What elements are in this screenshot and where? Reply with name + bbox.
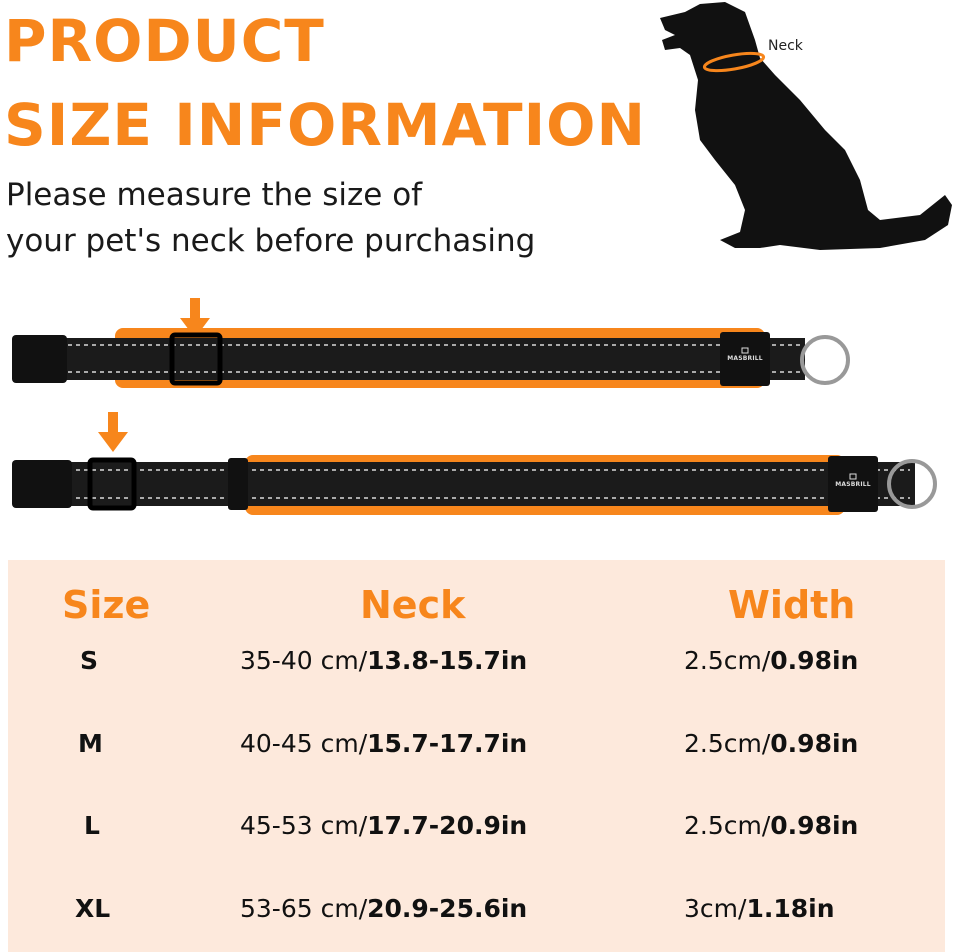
header-size: Size (62, 583, 151, 627)
row-size: L (84, 811, 100, 840)
row-neck: 35-40 cm/13.8-15.7in (240, 646, 527, 675)
row-neck: 45-53 cm/17.7-20.9in (240, 811, 527, 840)
neck-in: 17.7-20.9in (367, 811, 528, 840)
row-width: 2.5cm/0.98in (684, 729, 858, 758)
neck-cm: 45-53 cm/ (240, 811, 368, 840)
row-width: 2.5cm/0.98in (684, 811, 858, 840)
title-line-1: PRODUCT (4, 7, 325, 75)
collar-short (12, 328, 850, 388)
collar-long (12, 455, 937, 515)
brand-logo-long-collar: MASBRILL (835, 481, 871, 488)
width-cm: 2.5cm/ (684, 811, 771, 840)
arrow-icon (98, 412, 128, 452)
width-cm: 2.5cm/ (684, 646, 771, 675)
row-width: 3cm/1.18in (684, 894, 835, 923)
header-neck: Neck (360, 583, 466, 627)
header-width: Width (728, 583, 856, 627)
neck-cm: 35-40 cm/ (240, 646, 368, 675)
row-size: XL (75, 894, 111, 923)
width-cm: 3cm/ (684, 894, 747, 923)
neck-cm: 53-65 cm/ (240, 894, 368, 923)
row-size: M (78, 729, 103, 758)
subtitle-line-1: Please measure the size of (6, 177, 423, 213)
width-in: 0.98in (770, 811, 859, 840)
collar-images (12, 298, 937, 515)
neck-in: 20.9-25.6in (367, 894, 528, 923)
size-table (8, 560, 945, 952)
brand-logo-short-collar: MASBRILL (727, 355, 763, 362)
dog-silhouette-icon (660, 2, 952, 250)
title-line-2: SIZE INFORMATION (4, 91, 647, 159)
neck-label: Neck (768, 38, 803, 54)
width-in: 0.98in (770, 729, 859, 758)
width-cm: 2.5cm/ (684, 729, 771, 758)
row-neck: 53-65 cm/20.9-25.6in (240, 894, 527, 923)
row-size: S (80, 646, 99, 675)
row-width: 2.5cm/0.98in (684, 646, 858, 675)
subtitle-line-2: your pet's neck before purchasing (6, 223, 536, 259)
neck-cm: 40-45 cm/ (240, 729, 368, 758)
neck-in: 13.8-15.7in (367, 646, 528, 675)
width-in: 0.98in (770, 646, 859, 675)
neck-in: 15.7-17.7in (367, 729, 528, 758)
width-in: 1.18in (746, 894, 835, 923)
row-neck: 40-45 cm/15.7-17.7in (240, 729, 527, 758)
